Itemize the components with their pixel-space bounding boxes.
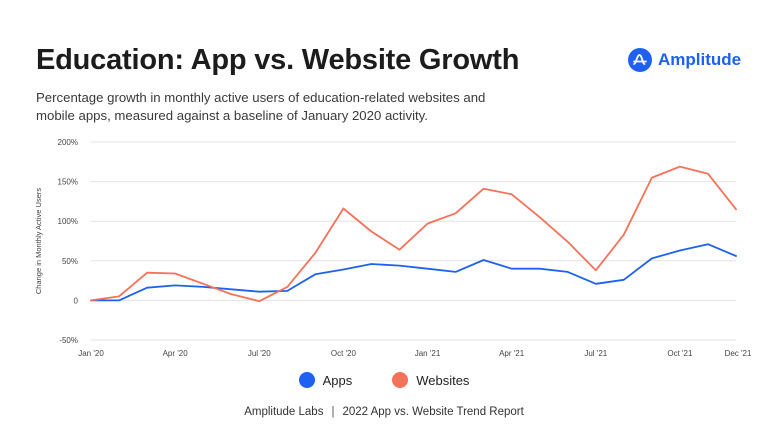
y-axis-title: Change in Monthly Active Users: [34, 188, 43, 295]
y-tick-label: -50%: [59, 336, 78, 345]
x-tick-label: Jan '20: [78, 349, 104, 358]
chart-legend: Apps Websites: [0, 372, 768, 388]
legend-swatch-websites: [392, 372, 409, 388]
y-tick-label: 200%: [58, 138, 78, 147]
series-line-websites: [90, 165, 737, 303]
x-tick-label: Oct '21: [667, 349, 693, 358]
x-tick-label: Apr '20: [163, 349, 189, 358]
legend-swatch-apps: [298, 372, 315, 388]
x-tick-label: Jan '21: [415, 349, 441, 358]
y-tick-label: 0: [74, 296, 79, 305]
chart-subtitle: Percentage growth in monthly active user…: [36, 90, 486, 123]
footer-org: Amplitude Labs: [244, 406, 324, 418]
footer: Amplitude Labs | 2022 App vs. Website Tren…: [0, 406, 768, 418]
line-chart: -50% 0 50% 100% 150% 200% Change in Monthly Ac…: [34, 138, 752, 358]
series-line-apps: [90, 243, 737, 302]
x-tick-label: Jul '21: [584, 349, 607, 358]
y-tick-label: 50%: [62, 257, 78, 266]
brand-name: Amplitude: [658, 50, 742, 69]
chart-title: Education: App vs. Website Growth: [36, 44, 520, 76]
y-tick-label: 100%: [58, 217, 78, 226]
footer-report: 2022 App vs. Website Trend Report: [342, 406, 524, 418]
legend-item-apps: Apps: [298, 372, 353, 388]
legend-label-apps: Apps: [322, 372, 353, 388]
y-tick-label: 150%: [58, 178, 78, 187]
x-tick-label: Oct '20: [331, 349, 357, 358]
brand-logo: Amplitude: [628, 48, 741, 72]
legend-item-websites: Websites: [392, 372, 469, 388]
footer-separator: |: [331, 406, 335, 418]
x-tick-label: Dec '21: [725, 349, 752, 358]
amplitude-logo-icon: [628, 48, 652, 72]
x-tick-label: Jul '20: [248, 349, 271, 358]
legend-label-websites: Websites: [416, 372, 470, 388]
x-tick-label: Apr '21: [499, 349, 525, 358]
